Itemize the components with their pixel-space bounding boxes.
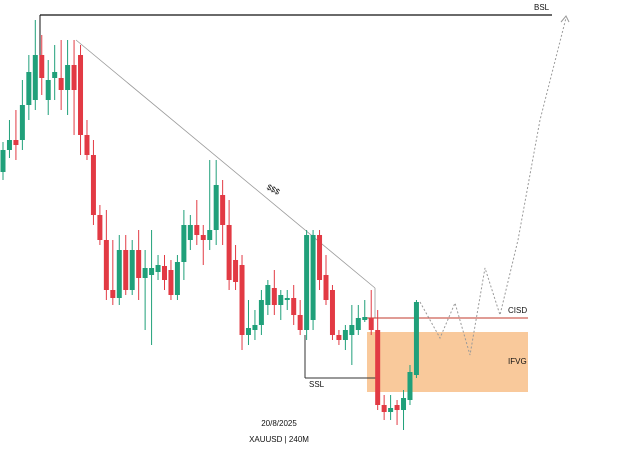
candle-body xyxy=(278,295,284,305)
projection-arrow xyxy=(560,15,570,23)
candle-body xyxy=(317,235,323,280)
candle-body xyxy=(362,317,368,320)
candle-body xyxy=(149,268,155,275)
candle-body xyxy=(136,250,142,278)
candle-body xyxy=(226,225,232,280)
candle-body xyxy=(123,250,129,290)
candle-body xyxy=(375,330,381,405)
candle-body xyxy=(258,300,264,325)
candle-body xyxy=(0,150,6,172)
ssl-label: SSL xyxy=(309,380,325,389)
candle-body xyxy=(245,328,251,335)
ifvg-zone xyxy=(367,332,528,392)
candle-body xyxy=(103,240,109,290)
candle-body xyxy=(97,215,103,240)
projection-path xyxy=(419,17,567,356)
candle-body xyxy=(407,372,413,400)
candle-body xyxy=(271,288,277,305)
candle-body xyxy=(155,265,161,272)
candle-body xyxy=(45,80,51,100)
candle-body xyxy=(284,298,290,300)
candle-body xyxy=(19,105,25,140)
candle-body xyxy=(239,265,245,335)
candle-body xyxy=(116,250,122,298)
cisd-label: CISD xyxy=(508,306,527,315)
ifvg-label: IFVG xyxy=(508,357,527,366)
candle-body xyxy=(413,302,419,375)
candle-body xyxy=(174,262,180,295)
candle-body xyxy=(252,325,258,330)
candle-body xyxy=(129,250,135,290)
candle-body xyxy=(200,235,206,240)
candle-body xyxy=(213,185,219,230)
candle-body xyxy=(187,225,193,240)
candle-body xyxy=(368,318,374,330)
candle-body xyxy=(39,55,45,78)
candle-body xyxy=(181,225,187,262)
bsl-label: BSL xyxy=(534,3,550,12)
candle-body xyxy=(388,408,394,412)
candle-body xyxy=(32,55,38,100)
candle-body xyxy=(381,405,387,412)
candle-body xyxy=(142,268,148,278)
trendline xyxy=(75,39,376,289)
candle-body xyxy=(90,155,96,215)
candle-body xyxy=(265,285,271,305)
candle-body xyxy=(207,230,213,240)
candle-body xyxy=(26,72,32,105)
candle-body xyxy=(194,225,200,235)
candle-body xyxy=(349,325,355,335)
candle-body xyxy=(6,140,12,150)
candle-body xyxy=(168,270,174,295)
candle-body xyxy=(355,318,361,330)
candle-body xyxy=(401,398,407,410)
candle-body xyxy=(78,55,84,135)
candles xyxy=(0,20,419,430)
candle-body xyxy=(233,260,239,282)
candle-body xyxy=(336,335,342,340)
candle-body xyxy=(323,275,329,300)
symbol-label: XAUUSD | 240M xyxy=(249,435,309,444)
candle-body xyxy=(291,298,297,315)
candle-body xyxy=(110,290,116,298)
candle-body xyxy=(342,330,348,340)
candle-body xyxy=(58,78,64,90)
liquidity-label: $$$ xyxy=(265,183,281,197)
candle-body xyxy=(310,235,316,320)
candle-body xyxy=(329,290,335,335)
date-label: 20/8/2025 xyxy=(261,419,297,428)
candle-body xyxy=(13,140,19,145)
candle-body xyxy=(65,65,71,90)
candle-body xyxy=(52,72,58,78)
candle-body xyxy=(304,235,310,330)
candle-body xyxy=(394,405,400,410)
candle-body xyxy=(162,266,167,280)
candle-body xyxy=(84,135,90,155)
candle-body xyxy=(71,65,77,90)
candle-body xyxy=(297,315,303,330)
candle-body xyxy=(220,195,226,225)
